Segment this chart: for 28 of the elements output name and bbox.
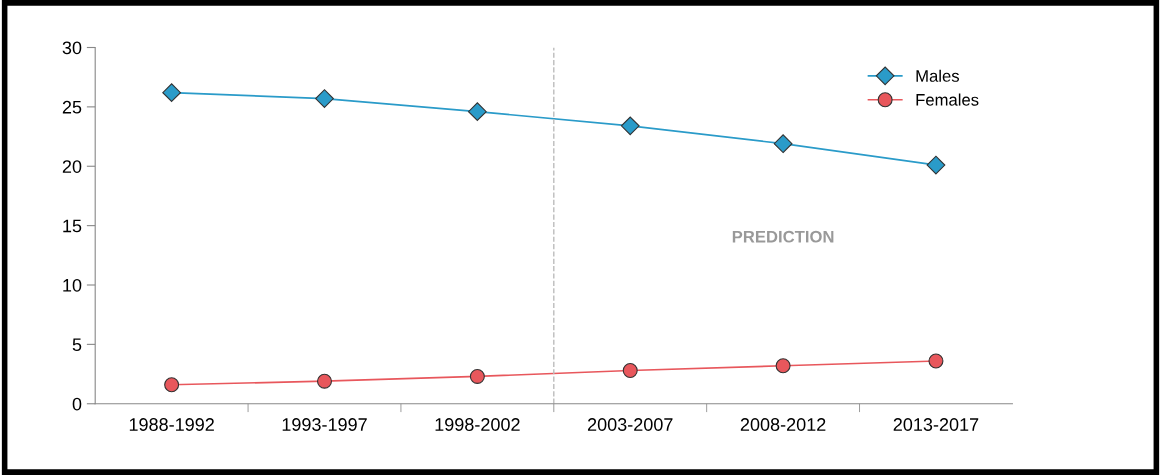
x-tick-label: 2013-2017 xyxy=(893,418,979,431)
point xyxy=(467,102,487,122)
point xyxy=(162,83,182,103)
annotation: PREDICTION xyxy=(732,230,834,243)
point xyxy=(926,155,946,175)
point xyxy=(775,358,791,374)
point xyxy=(620,116,640,136)
y-tick-label: 0 xyxy=(72,397,82,411)
y-tick-label: 15 xyxy=(63,219,82,233)
y-tick-label: 10 xyxy=(63,278,82,292)
y-tick-label: 5 xyxy=(72,338,82,352)
x-tick-label: 1988-1992 xyxy=(129,418,214,431)
point xyxy=(622,363,638,378)
x-tick-label: 1993-1997 xyxy=(282,418,367,431)
x-tick-label: 1998-2002 xyxy=(435,418,520,431)
y-tick-label: 20 xyxy=(62,160,82,173)
x-tick-label: 2008-2012 xyxy=(740,418,826,431)
legend-label: Females xyxy=(916,93,979,106)
legend-label: Males xyxy=(916,69,959,82)
y-tick-label: 30 xyxy=(62,41,82,55)
x-tick-label: 2003-2007 xyxy=(587,418,673,431)
point xyxy=(317,373,332,389)
point xyxy=(315,89,334,108)
point xyxy=(773,134,793,154)
point xyxy=(469,368,485,384)
y-tick-label: 25 xyxy=(62,100,82,114)
point xyxy=(928,353,944,369)
point xyxy=(164,377,180,393)
